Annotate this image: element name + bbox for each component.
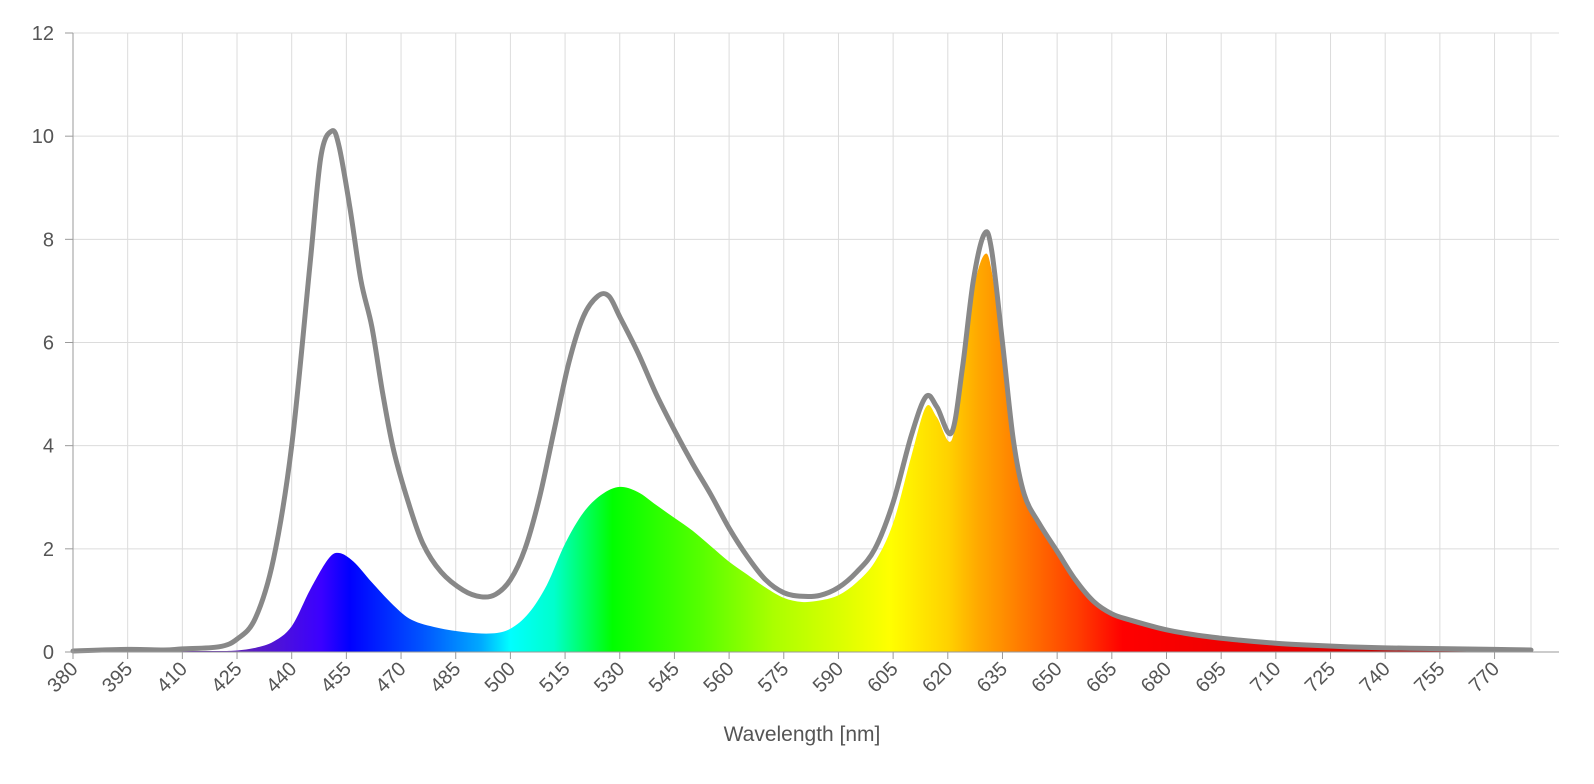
y-tick-label: 12 — [32, 23, 54, 45]
x-tick-label: 620 — [918, 658, 957, 697]
x-tick-label: 665 — [1082, 658, 1121, 697]
x-tick-label: 575 — [754, 658, 793, 697]
x-tick-label: 695 — [1192, 658, 1231, 697]
x-tick-label: 545 — [645, 658, 684, 697]
x-axis-title: Wavelength [nm] — [724, 723, 881, 746]
x-tick-label: 425 — [207, 658, 246, 697]
x-tick-label: 530 — [590, 658, 629, 697]
y-tick-label: 6 — [43, 333, 54, 355]
y-tick-label: 0 — [43, 642, 54, 664]
x-tick-label: 650 — [1028, 658, 1067, 697]
x-tick-label: 680 — [1137, 658, 1176, 697]
x-tick-label: 560 — [699, 658, 738, 697]
x-tick-label: 395 — [98, 658, 137, 697]
x-tick-label: 440 — [262, 658, 301, 697]
x-tick-label: 485 — [426, 658, 465, 697]
x-tick-label: 455 — [317, 658, 356, 697]
x-tick-label: 590 — [809, 658, 848, 697]
x-tick-label: 725 — [1301, 658, 1340, 697]
y-tick-label: 4 — [43, 436, 54, 458]
axes — [65, 32, 1559, 659]
x-tick-label: 635 — [973, 658, 1012, 697]
x-tick-label: 515 — [535, 658, 574, 697]
gray-line-series — [70, 128, 1534, 654]
x-tick-label: 470 — [371, 658, 410, 697]
x-tick-label: 740 — [1356, 658, 1395, 697]
series-line-layer — [70, 128, 1534, 654]
x-tick-label: 770 — [1465, 658, 1504, 697]
y-tick-label: 2 — [43, 539, 54, 561]
y-tick-label: 10 — [32, 126, 54, 148]
x-tick-label: 410 — [153, 658, 192, 697]
x-tick-label: 605 — [864, 658, 903, 697]
grid — [72, 32, 1559, 653]
y-tick-label: 8 — [43, 229, 54, 251]
x-tick-label: 500 — [481, 658, 520, 697]
x-tick-label: 755 — [1410, 658, 1449, 697]
x-tick-label: 710 — [1246, 658, 1285, 697]
